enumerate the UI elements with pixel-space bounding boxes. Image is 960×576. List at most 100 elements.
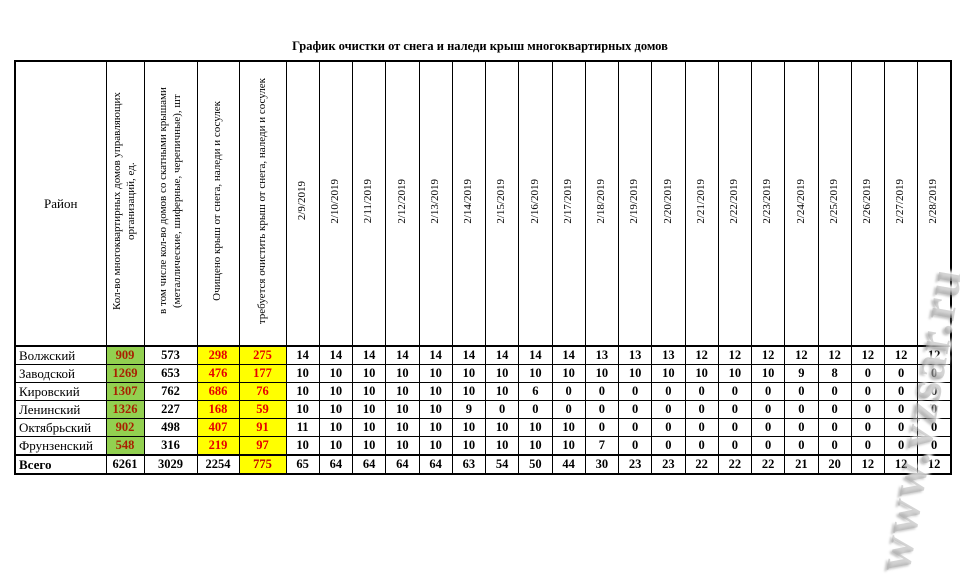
- cell-district: Всего: [14, 454, 107, 475]
- column-header-date: 2/24/2019: [784, 60, 819, 347]
- table-body: Волжский 909 573 298 275 14 14 14 14 14 14 14 14 14 13…: [14, 345, 952, 475]
- column-header-date: 2/28/2019: [917, 60, 952, 347]
- cell-daily-count: 0: [817, 400, 852, 419]
- cell-daily-count: 14: [551, 345, 586, 365]
- cell-daily-count: 0: [617, 436, 653, 456]
- date-header-text: 2/9/2019: [295, 181, 308, 221]
- cell-daily-count: 0: [917, 382, 952, 401]
- cell-daily-count: 10: [318, 418, 354, 437]
- cell-daily-count: 10: [418, 382, 453, 401]
- cell-daily-count: 0: [651, 382, 686, 401]
- cell-daily-count: 0: [584, 382, 620, 401]
- date-header-text: 2/26/2019: [861, 178, 873, 224]
- cell-daily-count: 12: [917, 345, 952, 365]
- cell-daily-count: 64: [385, 454, 420, 475]
- cell-daily-count: 0: [817, 382, 852, 401]
- cell-daily-count: 9: [451, 400, 487, 419]
- cell-daily-count: 10: [617, 364, 653, 383]
- cell-pitched-homes: 316: [143, 436, 198, 456]
- date-header-text: 2/24/2019: [794, 178, 807, 224]
- cell-daily-count: 10: [351, 382, 387, 401]
- column-header-district: Район: [14, 60, 107, 347]
- cell-cleaned: 298: [196, 345, 240, 365]
- date-header-text: 2/23/2019: [761, 178, 774, 224]
- date-header-text: 2/25/2019: [827, 178, 840, 224]
- column-header-roofs-to-clean: требуется очистить крыш от снега, наледи…: [238, 60, 287, 347]
- cell-daily-count: 22: [684, 454, 719, 475]
- cell-daily-count: 10: [351, 400, 387, 419]
- cell-daily-count: 10: [451, 418, 487, 437]
- column-header-date: 2/23/2019: [750, 60, 786, 347]
- cell-cleaned: 686: [196, 382, 240, 401]
- cell-daily-count: 0: [651, 400, 686, 419]
- cell-cleaned: 219: [196, 436, 240, 456]
- cell-daily-count: 0: [684, 382, 719, 401]
- cell-pitched-homes: 3029: [143, 454, 198, 475]
- cell-daily-count: 12: [850, 454, 886, 475]
- cell-daily-count: 10: [651, 364, 686, 383]
- column-header-date: 2/18/2019: [584, 60, 620, 347]
- cell-daily-count: 9: [784, 364, 819, 383]
- cell-daily-count: 22: [717, 454, 753, 475]
- cell-cleaned: 476: [196, 364, 240, 383]
- cell-district: Фрунзенский: [14, 436, 107, 456]
- column-header-date: 2/12/2019: [385, 60, 420, 347]
- column-header-date: 2/27/2019: [883, 60, 919, 347]
- cell-daily-count: 44: [551, 454, 586, 475]
- column-header-date: 2/26/2019: [850, 60, 886, 347]
- date-header-text: 2/27/2019: [894, 178, 907, 224]
- cell-daily-count: 12: [684, 345, 719, 365]
- column-header-text: требуется очистить крыш от снега, наледи…: [255, 77, 268, 325]
- cell-daily-count: 10: [285, 382, 320, 401]
- date-header-text: 2/22/2019: [728, 178, 740, 224]
- date-header-text: 2/11/2019: [362, 178, 375, 224]
- cell-district: Кировский: [14, 382, 107, 401]
- cell-daily-count: 10: [484, 418, 520, 437]
- cell-daily-count: 0: [484, 400, 520, 419]
- cell-total-homes: 548: [105, 436, 145, 456]
- cell-daily-count: 12: [850, 345, 886, 365]
- cell-to-clean: 775: [238, 454, 287, 475]
- column-header-date: 2/14/2019: [451, 60, 487, 347]
- cell-daily-count: 0: [750, 418, 786, 437]
- cell-daily-count: 0: [784, 436, 819, 456]
- date-header-text: 2/10/2019: [329, 178, 341, 224]
- cell-daily-count: 12: [917, 454, 952, 475]
- date-header-text: 2/14/2019: [462, 178, 474, 224]
- cell-daily-count: 0: [684, 436, 719, 456]
- cell-pitched-homes: 653: [143, 364, 198, 383]
- cell-daily-count: 0: [617, 418, 653, 437]
- cell-to-clean: 177: [238, 364, 287, 383]
- date-header-text: 2/16/2019: [528, 178, 541, 224]
- column-header-date: 2/17/2019: [551, 60, 586, 347]
- cell-daily-count: 10: [451, 382, 487, 401]
- cell-daily-count: 63: [451, 454, 487, 475]
- column-header-pitched-roof-homes: в том числе кол-во домов со скатными кры…: [143, 60, 198, 347]
- cell-daily-count: 0: [651, 436, 686, 456]
- cell-daily-count: 10: [484, 436, 520, 456]
- table-header: Район Кол-во многоквартирных домов управ…: [14, 60, 952, 347]
- cell-daily-count: 10: [418, 364, 453, 383]
- date-header-text: 2/18/2019: [595, 178, 607, 224]
- cell-daily-count: 54: [484, 454, 520, 475]
- cell-daily-count: 12: [883, 454, 919, 475]
- cell-daily-count: 0: [883, 436, 919, 456]
- cell-daily-count: 10: [318, 400, 354, 419]
- cell-daily-count: 0: [551, 400, 586, 419]
- cell-pitched-homes: 498: [143, 418, 198, 437]
- cell-daily-count: 14: [351, 345, 387, 365]
- cell-daily-count: 12: [883, 345, 919, 365]
- cell-daily-count: 12: [817, 345, 852, 365]
- cell-daily-count: 10: [750, 364, 786, 383]
- cell-daily-count: 10: [351, 364, 387, 383]
- date-header-text: 2/19/2019: [628, 178, 641, 224]
- cell-daily-count: 0: [883, 364, 919, 383]
- cell-daily-count: 12: [717, 345, 753, 365]
- cell-daily-count: 10: [418, 418, 453, 437]
- cell-daily-count: 64: [318, 454, 354, 475]
- cell-district: Ленинский: [14, 400, 107, 419]
- column-header-date: 2/10/2019: [318, 60, 354, 347]
- cell-daily-count: 64: [418, 454, 453, 475]
- cell-daily-count: 14: [318, 345, 354, 365]
- cell-daily-count: 0: [750, 436, 786, 456]
